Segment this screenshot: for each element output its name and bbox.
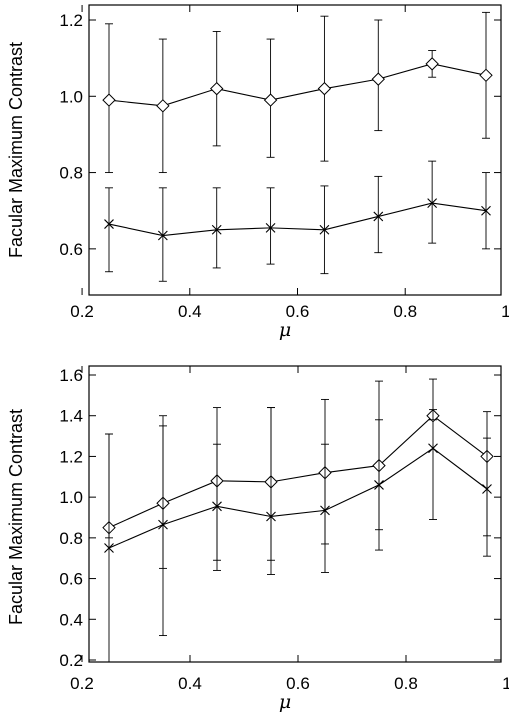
x-tick-label: 1.0 bbox=[502, 674, 509, 693]
y-tick-label: 0.8 bbox=[59, 529, 83, 548]
x-axis-label-bottom: μ bbox=[279, 691, 291, 713]
data-point-diamond bbox=[210, 81, 224, 96]
x-axis-label-top: μ bbox=[279, 319, 291, 341]
y-tick-label: 1.6 bbox=[59, 366, 83, 385]
y-tick-label: 0.4 bbox=[59, 610, 83, 629]
series-line bbox=[108, 414, 488, 529]
data-point-cross bbox=[374, 480, 384, 490]
x-tick-label: 0.8 bbox=[394, 674, 418, 693]
series-line bbox=[108, 63, 487, 107]
y-tick-label: 1.2 bbox=[59, 447, 83, 466]
data-point-cross bbox=[104, 219, 114, 229]
data-point-diamond bbox=[479, 68, 493, 83]
y-axis-label-top: Facular Maximum Contrast bbox=[6, 42, 26, 258]
chart-top-marks bbox=[102, 11, 493, 282]
data-point-cross bbox=[212, 501, 222, 512]
data-point-cross bbox=[104, 543, 114, 553]
x-tick-label: 0.2 bbox=[70, 302, 94, 321]
y-tick-label: 0.8 bbox=[59, 164, 83, 183]
y-tick-label: 0.6 bbox=[59, 240, 83, 259]
data-point-cross bbox=[158, 519, 168, 530]
data-point-cross bbox=[320, 505, 330, 516]
y-tick-label: 1.0 bbox=[59, 488, 83, 507]
y-tick-label: 0.6 bbox=[59, 570, 83, 589]
y-tick-label: 1.4 bbox=[59, 407, 83, 426]
x-tick-label: 0.8 bbox=[393, 302, 417, 321]
data-point-diamond bbox=[371, 72, 385, 86]
data-point-cross bbox=[427, 198, 438, 208]
x-tick-label: 1.0 bbox=[501, 302, 509, 321]
chart-bottom-marks bbox=[102, 378, 494, 663]
data-point-cross bbox=[428, 443, 438, 454]
data-point-cross bbox=[211, 224, 222, 235]
chart-bottom: 0.20.40.60.81.00.20.40.60.81.01.21.41.6 … bbox=[6, 365, 509, 713]
data-point-cross bbox=[319, 224, 330, 235]
series-line bbox=[108, 447, 488, 549]
chart-top: 0.2 0.4 0.6 0.8 1.0 0.6 0.8 1.0 1.2 Facular Maxi… bbox=[6, 4, 509, 341]
data-point-cross bbox=[265, 222, 276, 233]
y-tick-label: 1.2 bbox=[59, 11, 83, 30]
x-tick-label: 0.6 bbox=[286, 302, 310, 321]
data-point-cross bbox=[266, 511, 276, 522]
data-point-cross bbox=[481, 205, 491, 216]
data-point-diamond bbox=[263, 93, 278, 107]
data-point-diamond bbox=[102, 93, 116, 107]
data-point-diamond bbox=[156, 99, 170, 113]
plot-frame-top bbox=[88, 4, 502, 296]
data-point-cross bbox=[373, 211, 384, 222]
x-tick-label: 0.4 bbox=[178, 302, 202, 321]
plot-frame-bottom bbox=[88, 365, 502, 663]
data-point-diamond bbox=[317, 81, 332, 96]
series-line bbox=[108, 202, 487, 237]
x-tick-label: 0.4 bbox=[178, 674, 202, 693]
y-tick-label: 0.2 bbox=[59, 651, 83, 670]
chart-top-ticks: 0.2 0.4 0.6 0.8 1.0 0.6 0.8 1.0 1.2 bbox=[59, 5, 509, 321]
data-point-cross bbox=[482, 484, 492, 494]
x-tick-label: 0.6 bbox=[286, 674, 310, 693]
chart-bottom-ticks: 0.2 0.4 0.6 0.8 1.0 0.2 0.4 0.6 0.8 1.0 1.2 1.4 1.6 bbox=[59, 366, 509, 693]
x-tick-label: 0.2 bbox=[70, 674, 94, 693]
data-point-diamond bbox=[425, 57, 439, 71]
y-axis-label-bottom: Facular Maximum Contrast bbox=[6, 409, 26, 625]
data-point-cross bbox=[157, 230, 168, 241]
y-tick-label: 1.0 bbox=[59, 87, 83, 106]
